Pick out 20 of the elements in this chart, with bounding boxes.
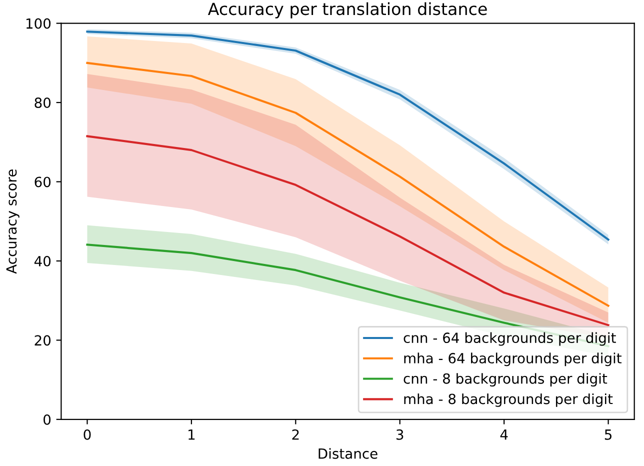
line-series <box>86 135 610 326</box>
chart-title: Accuracy per translation distance <box>208 2 487 18</box>
legend-label: cnn - 8 backgrounds per digit <box>404 373 608 387</box>
x-tick-label: 1 <box>188 430 195 440</box>
x-tick-label: 0 <box>84 429 91 440</box>
y-tick-label: 40 <box>34 256 51 266</box>
y-tick-label: 20 <box>34 335 51 346</box>
y-tick-label: 80 <box>34 97 51 108</box>
y-axis-title: Accuracy score <box>6 170 20 274</box>
x-tick-label: 5 <box>604 430 612 440</box>
x-tick-label: 3 <box>396 429 404 440</box>
y-tick-label: 100 <box>26 18 51 29</box>
x-tick-label: 4 <box>500 430 508 440</box>
legend-label: mha - 64 backgrounds per digit <box>404 352 622 366</box>
legend-label: mha - 8 backgrounds per digit <box>404 393 613 407</box>
y-tick-label: 60 <box>34 176 51 188</box>
x-axis-title: Distance <box>318 448 378 459</box>
legend-label: cnn - 64 backgrounds per digit <box>404 332 616 346</box>
y-tick-label: 0 <box>44 414 51 425</box>
x-tick-label: 2 <box>292 429 299 440</box>
